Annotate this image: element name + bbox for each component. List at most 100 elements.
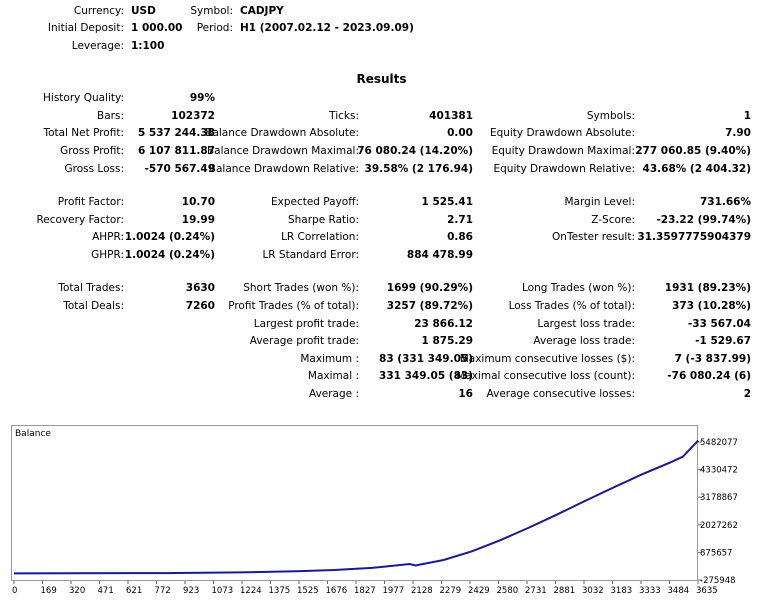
col3-stat-label: Largest loss trade: [537,318,635,330]
col3-stat-label: Average consecutive losses: [486,388,635,400]
col1-stat-value: -570 567.49 [144,163,215,175]
col2-stat-value: 16 [458,388,473,400]
col1-stat-label: Total Deals: [63,300,124,312]
initial-deposit-label: Initial Deposit: [47,22,124,34]
col3-stat-label: Long Trades (won %): [521,282,635,294]
col1-stat-label: Gross Loss: [64,163,125,175]
col3-stat-value: 373 (10.28%) [672,300,751,312]
x-tick-label: 0 [12,586,17,596]
x-tick-label: 2580 [497,586,519,596]
col1-stat-label: GHPR: [91,249,124,261]
y-tick-label: -275948 [700,576,736,586]
x-tick-label: 1375 [269,586,291,596]
x-tick-label: 772 [155,586,171,596]
col2-stat-label: Balance Drawdown Maximal: [206,145,359,157]
col2-stat-label: LR Correlation: [281,231,359,243]
col1-stat-label: Total Trades: [58,282,124,294]
col3-stat-value: 731.66% [699,196,751,208]
x-tick-label: 3635 [696,586,718,596]
col1-stat-value: 99% [189,92,215,104]
col3-stat-value: 31.3597775904379 [637,231,751,243]
symbol-value: CADJPY [240,5,284,17]
col3-stat-value: 1931 (89.23%) [664,282,751,294]
col1-stat-label: Recovery Factor: [36,214,124,226]
col2-stat-value: 23 866.12 [414,318,473,330]
chart-title: Balance [15,429,51,439]
col3-stat-label: Z-Score: [591,214,635,226]
col3-stat-label: Symbols: [586,110,635,122]
col2-stat-value: 401381 [429,110,473,122]
x-tick-label: 2128 [411,586,433,596]
col1-stat-value: 10.70 [181,196,215,208]
col2-stat-label: LR Standard Error: [262,249,359,261]
col2-stat-value: 1 525.41 [421,196,473,208]
currency-value: USD [131,5,156,17]
col1-stat-value: 1.0024 (0.24%) [124,231,215,243]
col2-stat-value: 0.86 [447,231,473,243]
col2-stat-value: 83 (331 349.05) [379,353,473,365]
col2-stat-label: Maximum : [300,353,359,365]
x-tick-label: 2731 [525,586,547,596]
period-label: Period: [196,22,233,34]
x-tick-label: 3484 [668,586,690,596]
col2-stat-value: 331 349.05 (83) [379,370,473,382]
x-tick-label: 1676 [326,586,348,596]
x-tick-label: 3333 [639,586,661,596]
balance-chart: Balance 5482077 4330472 3178867 2027262 87565… [11,425,738,596]
x-tick-label: 923 [183,586,199,596]
col2-stat-value: 39.58% (2 176.94) [364,163,473,175]
x-tick-label: 320 [69,586,85,596]
symbol-label: Symbol: [190,5,233,17]
col1-stat-value: 3630 [185,282,215,294]
leverage-value: 1:100 [131,40,165,52]
col1-stat-value: 5 537 244.38 [137,127,215,139]
x-tick-label: 2881 [554,586,576,596]
col2-stat-value: 1699 (90.29%) [386,282,473,294]
col2-stat-value: 3257 (89.72%) [386,300,473,312]
col3-stat-label: Equity Drawdown Maximal: [491,145,635,157]
x-tick-label: 2429 [468,586,490,596]
col2-stat-label: Average : [309,388,359,400]
col2-stat-label: Short Trades (won %): [243,282,359,294]
y-tick-label: 2027262 [700,521,738,531]
results-title: Results [356,72,407,86]
col3-stat-label: Loss Trades (% of total): [508,300,635,312]
col2-stat-label: Expected Payoff: [270,196,359,208]
period-value: H1 (2007.02.12 - 2023.09.09) [240,22,414,34]
col1-stat-label: Gross Profit: [60,145,124,157]
col1-stat-value: 1.0024 (0.24%) [124,249,215,261]
x-tick-label: 1224 [240,586,262,596]
y-tick-label: 875657 [700,548,732,558]
col2-stat-label: Profit Trades (% of total): [228,300,359,312]
currency-label: Currency: [73,5,124,17]
col3-stat-value: -33 567.04 [687,318,751,330]
col1-stat-label: AHPR: [92,231,124,243]
col2-stat-value: 884 478.99 [406,249,473,261]
col3-stat-value: 2 [743,388,751,400]
col2-stat-label: Average profit trade: [249,335,359,347]
x-tick-label: 1073 [212,586,234,596]
col2-stat-value: 1 875.29 [421,335,473,347]
col2-stat-label: Balance Drawdown Absolute: [205,127,359,139]
col2-stat-label: Maximal : [307,370,359,382]
col3-stat-value: -1 529.67 [695,335,751,347]
col2-stat-value: 2.71 [447,214,473,226]
col2-stat-label: Balance Drawdown Relative: [208,163,359,175]
x-tick-label: 2279 [440,586,462,596]
balance-line [13,440,699,575]
col1-stat-value: 7260 [185,300,215,312]
col1-stat-label: Total Net Profit: [43,127,124,139]
initial-deposit-value: 1 000.00 [131,22,183,34]
col2-stat-label: Largest profit trade: [253,318,359,330]
col2-stat-value: 0.00 [447,127,473,139]
x-tick-label: 1977 [383,586,405,596]
col2-stat-value: 76 080.24 (14.20%) [357,145,473,157]
col3-stat-label: Equity Drawdown Relative: [493,163,635,175]
y-tick-label: 5482077 [700,438,738,448]
col3-stat-value: -76 080.24 (6) [667,370,751,382]
leverage-label: Leverage: [71,40,124,52]
col1-stat-value: 6 107 811.87 [137,145,215,157]
x-tick-label: 3032 [582,586,604,596]
col1-stat-value: 102372 [171,110,215,122]
col3-stat-value: 43.68% (2 404.32) [642,163,751,175]
